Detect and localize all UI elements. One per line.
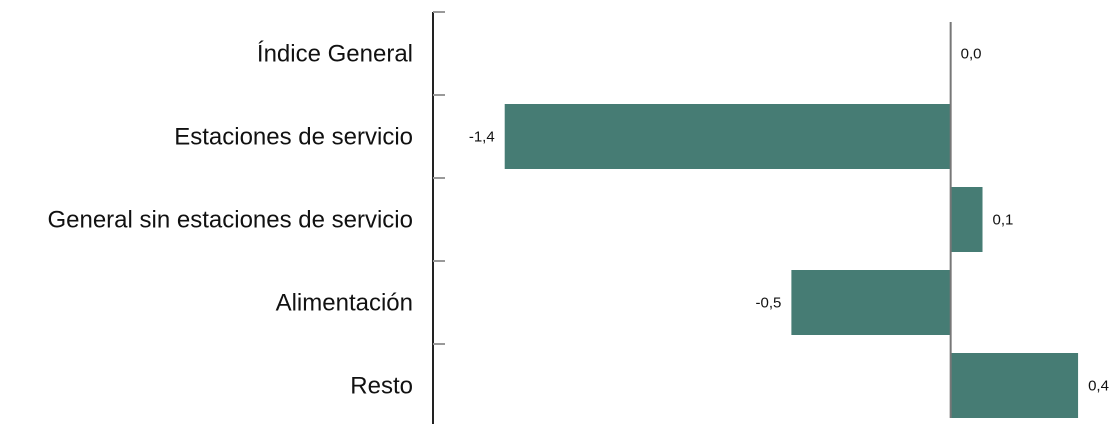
bar (791, 270, 950, 335)
bar (951, 187, 983, 252)
value-label: -0,5 (756, 295, 782, 312)
category-label: Resto (350, 373, 413, 400)
category-axis-ticks (433, 12, 445, 344)
category-label: Alimentación (276, 290, 413, 317)
category-label: General sin estaciones de servicio (47, 207, 413, 234)
value-label: -1,4 (469, 129, 495, 146)
category-label: Estaciones de servicio (174, 124, 413, 151)
value-label: 0,4 (1088, 378, 1109, 395)
bar (951, 353, 1078, 418)
category-label: Índice General (257, 41, 413, 68)
bars (505, 104, 1078, 418)
value-label: 0,0 (961, 46, 982, 63)
bar (505, 104, 951, 169)
category-labels: Índice General Estaciones de servicio Gene… (47, 41, 413, 400)
value-labels: 0,0 -1,4 0,1 -0,5 0,4 (469, 46, 1109, 395)
value-label: 0,1 (993, 212, 1014, 229)
